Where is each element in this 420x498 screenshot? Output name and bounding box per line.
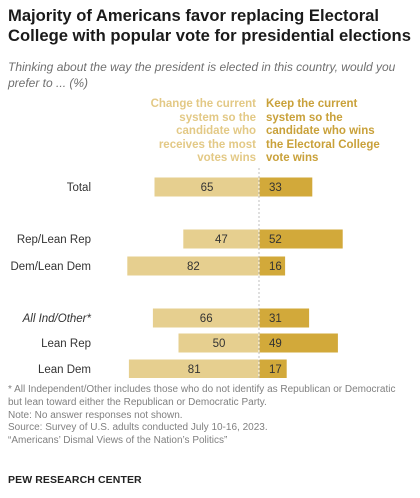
data-label-keep-dem-lean-dem: 16 <box>269 261 282 273</box>
note-no-answer: Note: No answer responses not shown. <box>8 409 183 421</box>
bar-change-rep-lean-rep <box>183 229 259 249</box>
bar-change-lean-rep <box>178 333 259 353</box>
data-label-change-lean-dem: 81 <box>188 364 201 376</box>
legend-change-system: Change the current system so the candida… <box>150 98 256 165</box>
data-label-change-total: 65 <box>201 182 214 194</box>
bar-keep-lean-rep <box>259 333 338 353</box>
bar-change-lean-dem <box>128 359 259 378</box>
data-label-keep-lean-rep: 49 <box>269 338 282 350</box>
category-label-all-ind-other: All Ind/Other* <box>22 313 92 325</box>
data-label-keep-all-ind-other: 31 <box>269 313 282 325</box>
bar-keep-dem-lean-dem <box>259 256 286 276</box>
bar-change-dem-lean-dem <box>127 256 259 276</box>
data-label-keep-lean-dem: 17 <box>269 364 282 376</box>
bar-change-all-ind-other <box>152 308 259 328</box>
note-report-title: “Americans’ Dismal Views of the Nation’s… <box>8 435 228 447</box>
data-label-change-lean-rep: 50 <box>213 338 226 350</box>
chart-notes: * All Independent/Other includes those w… <box>8 384 412 448</box>
bar-change-total <box>154 177 259 197</box>
category-label-rep-lean-rep: Rep/Lean Rep <box>17 234 91 246</box>
note-footnote: * All Independent/Other includes those w… <box>8 384 396 408</box>
category-label-dem-lean-dem: Dem/Lean Dem <box>10 261 91 273</box>
bar-keep-lean-dem <box>259 359 287 378</box>
legend-keep-system: Keep the current system so the candidate… <box>266 98 380 165</box>
bar-keep-total <box>259 177 313 197</box>
note-source: Source: Survey of U.S. adults conducted … <box>8 422 268 434</box>
category-label-lean-rep: Lean Rep <box>41 338 91 350</box>
category-label-lean-dem: Lean Dem <box>38 364 91 376</box>
data-label-change-dem-lean-dem: 82 <box>187 261 200 273</box>
bar-chart: 65 33 Total 47 52 Rep/Lean Rep 82 16 Dem/Lean De… <box>10 168 343 378</box>
data-label-keep-rep-lean-rep: 52 <box>269 234 282 246</box>
data-label-change-all-ind-other: 66 <box>200 313 213 325</box>
category-label-total: Total <box>67 182 91 194</box>
data-label-change-rep-lean-rep: 47 <box>215 234 228 246</box>
data-label-keep-total: 33 <box>269 182 282 194</box>
bar-keep-rep-lean-rep <box>259 229 343 249</box>
bar-keep-all-ind-other <box>259 308 310 328</box>
chart-subtitle: Thinking about the way the president is … <box>8 60 396 90</box>
organization-name: PEW RESEARCH CENTER <box>8 474 142 486</box>
chart-title: Majority of Americans favor replacing El… <box>8 6 411 45</box>
